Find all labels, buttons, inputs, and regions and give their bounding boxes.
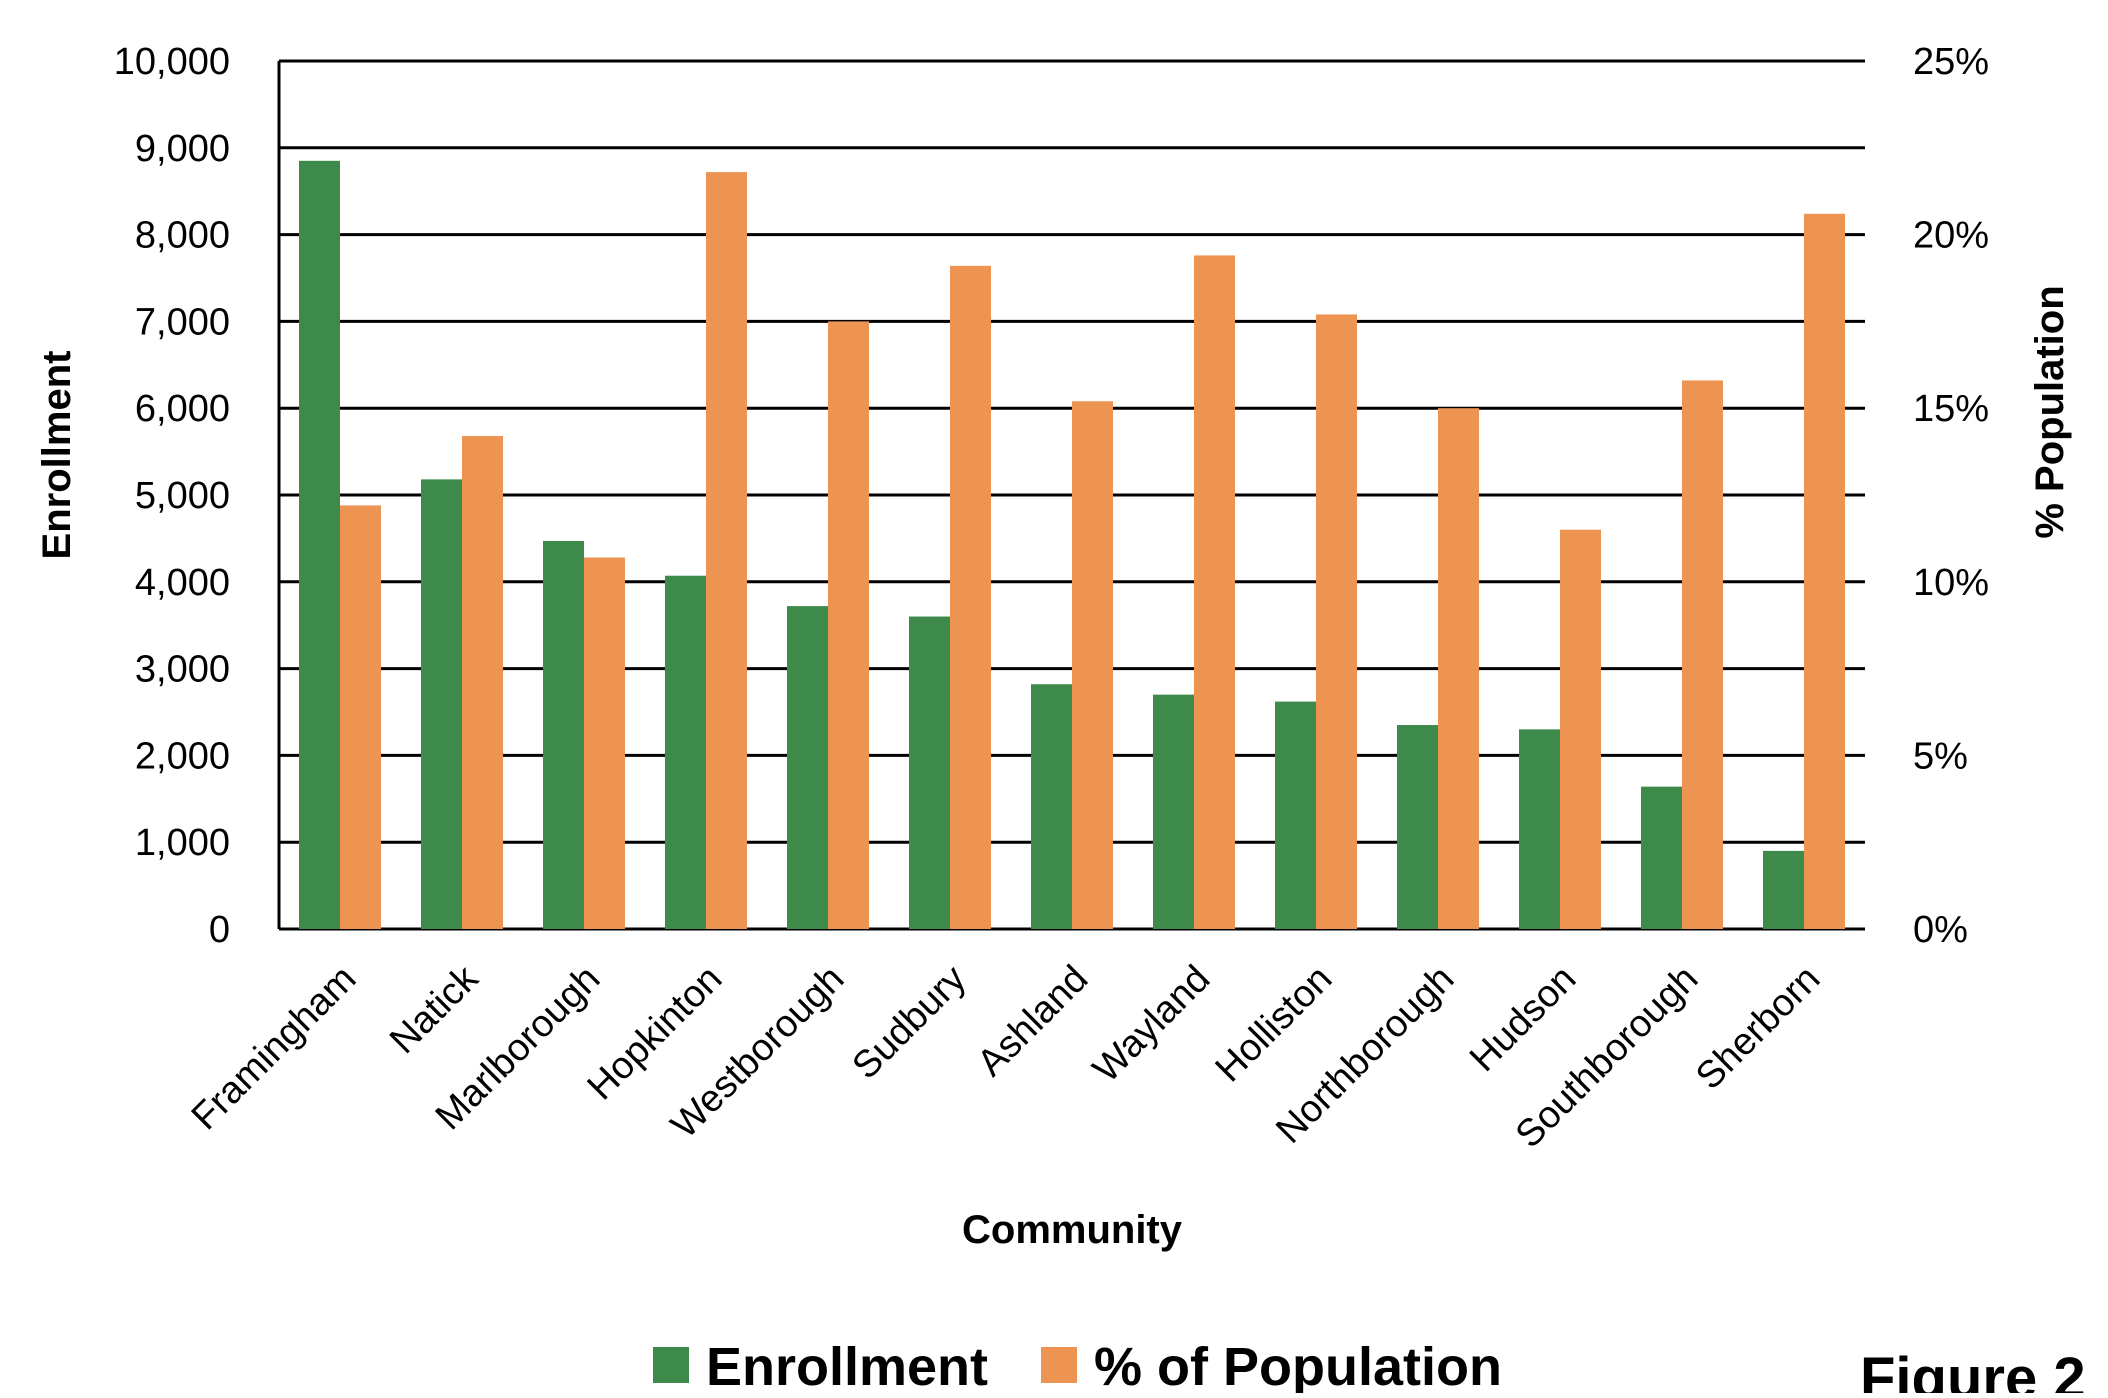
x-tick-label: Wayland xyxy=(1085,958,1218,1091)
bar-of-population xyxy=(1438,408,1479,929)
bar-enrollment xyxy=(665,575,706,929)
bar-of-population xyxy=(340,505,381,929)
bar-of-population xyxy=(706,172,747,929)
bar-of-population xyxy=(950,265,991,929)
x-tick-label: Ashland xyxy=(970,958,1097,1085)
bar-enrollment xyxy=(543,541,584,929)
bar-of-population xyxy=(584,557,625,929)
x-tick-label: Hudson xyxy=(1462,958,1584,1080)
x-tick-label: Sherborn xyxy=(1688,958,1828,1098)
y2-tick-label: 0% xyxy=(1913,909,1968,951)
y-tick-label: 2,000 xyxy=(135,735,230,777)
y-tick-label: 1,000 xyxy=(135,822,230,864)
x-tick-label: Sudbury xyxy=(845,958,975,1088)
bar-enrollment xyxy=(1641,786,1682,929)
y-tick-label: 5,000 xyxy=(135,475,230,517)
bar-enrollment xyxy=(1275,701,1316,929)
legend: Enrollment % of Population xyxy=(653,1337,1502,1397)
bar-enrollment xyxy=(787,606,828,929)
legend-label-enrollment: Enrollment xyxy=(706,1337,988,1393)
y2-axis-title: % Population xyxy=(2028,285,2072,538)
y-tick-label: 8,000 xyxy=(135,215,230,257)
bar-enrollment xyxy=(299,160,340,929)
bar-enrollment xyxy=(909,616,950,929)
y-tick-label: 3,000 xyxy=(135,649,230,691)
bar-enrollment xyxy=(1519,729,1560,929)
bar-of-population xyxy=(462,435,503,929)
bar-of-population xyxy=(1560,529,1601,929)
y-axis-title: Enrollment xyxy=(35,351,79,560)
y2-tick-label: 15% xyxy=(1913,388,1989,430)
y-tick-label: 7,000 xyxy=(135,301,230,343)
bars xyxy=(299,160,1845,930)
y2-tick-label: 5% xyxy=(1913,735,1968,777)
x-tick-label: Framingham xyxy=(184,958,365,1139)
bar-enrollment xyxy=(421,479,462,929)
bar-enrollment xyxy=(1153,694,1194,929)
y2-tick-label: 25% xyxy=(1913,41,1989,83)
y-tick-label: 6,000 xyxy=(135,388,230,430)
bar-of-population xyxy=(1804,213,1845,929)
y-tick-label: 10,000 xyxy=(114,41,230,83)
y2-tick-label: 20% xyxy=(1913,215,1989,257)
bar-enrollment xyxy=(1031,684,1072,929)
bar-enrollment xyxy=(1763,850,1804,929)
y-tick-label: 9,000 xyxy=(135,128,230,170)
legend-label-population: % of Population xyxy=(1094,1337,1502,1393)
bar-of-population xyxy=(828,321,869,929)
bar-of-population xyxy=(1194,255,1235,929)
y-tick-label: 0 xyxy=(209,909,230,951)
bar-of-population xyxy=(1072,401,1113,930)
bar-enrollment xyxy=(1397,725,1438,929)
legend-swatch-population xyxy=(1041,1347,1077,1383)
legend-swatch-enrollment xyxy=(653,1347,689,1383)
x-axis-title: Community xyxy=(962,1208,1183,1252)
y-tick-label: 4,000 xyxy=(135,562,230,604)
y2-tick-label: 10% xyxy=(1913,562,1989,604)
figure-caption: Figure 2 xyxy=(1860,1346,2086,1393)
x-tick-label: Natick xyxy=(382,957,487,1062)
bar-of-population xyxy=(1316,314,1357,929)
bar-of-population xyxy=(1682,380,1723,929)
